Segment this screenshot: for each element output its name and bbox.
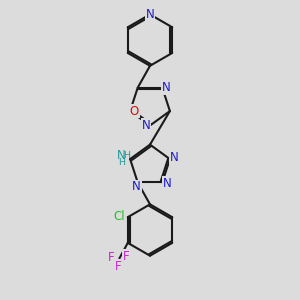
Text: H: H — [118, 158, 125, 166]
Text: N: N — [170, 152, 179, 164]
Text: N: N — [141, 119, 150, 132]
Text: H: H — [123, 151, 130, 160]
Text: N: N — [146, 8, 154, 21]
Text: F: F — [115, 260, 122, 273]
Text: N: N — [162, 81, 171, 94]
Text: O: O — [130, 105, 139, 118]
Text: F: F — [123, 250, 129, 262]
Text: F: F — [108, 251, 115, 264]
Text: N: N — [117, 149, 125, 162]
Text: N: N — [163, 177, 171, 190]
Text: Cl: Cl — [113, 210, 124, 223]
Text: N: N — [132, 181, 141, 194]
